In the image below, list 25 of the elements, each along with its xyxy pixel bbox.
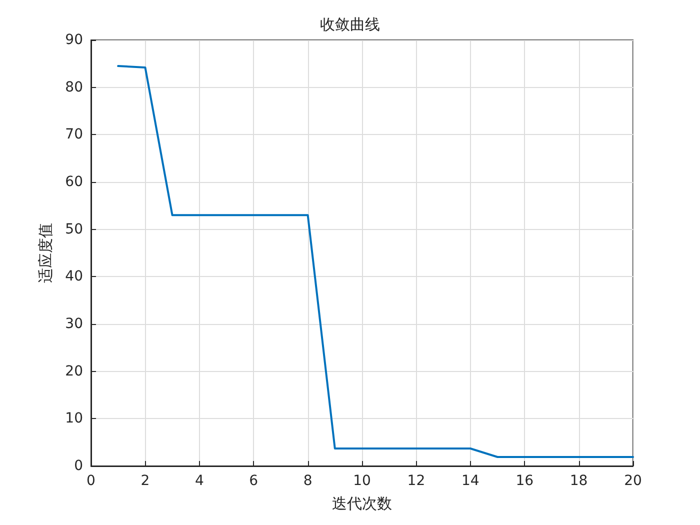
x-tick-label: 14 bbox=[461, 473, 480, 489]
line-series bbox=[117, 65, 634, 458]
x-tick-label: 6 bbox=[249, 473, 258, 489]
x-axis-title: 迭代次数 bbox=[332, 494, 392, 512]
y-tick-label: 80 bbox=[65, 79, 83, 96]
y-tick-label: 50 bbox=[65, 221, 83, 238]
x-tick-label: 4 bbox=[194, 473, 204, 489]
y-tick-label: 30 bbox=[65, 316, 83, 332]
x-tick-label: 2 bbox=[140, 473, 150, 489]
x-tick-label: 8 bbox=[303, 473, 312, 489]
chart-title: 收敛曲线 bbox=[320, 16, 380, 34]
x-tick-label: 12 bbox=[407, 473, 426, 489]
y-tick-label: 60 bbox=[65, 174, 83, 190]
x-tick-label: 18 bbox=[570, 473, 588, 489]
y-tick-label: 20 bbox=[65, 363, 83, 380]
y-tick-label: 40 bbox=[65, 268, 83, 285]
x-tick-label: 20 bbox=[624, 473, 642, 489]
x-tick-label: 16 bbox=[516, 473, 534, 489]
y-axis-title: 适应度值 bbox=[36, 223, 54, 283]
y-tick-label: 90 bbox=[65, 32, 83, 48]
y-tick-label: 70 bbox=[65, 126, 83, 143]
y-tick-label: 10 bbox=[65, 410, 83, 427]
y-tick-label: 0 bbox=[74, 458, 83, 474]
x-tick-label: 10 bbox=[353, 473, 371, 489]
x-tick-label: 0 bbox=[86, 473, 96, 489]
